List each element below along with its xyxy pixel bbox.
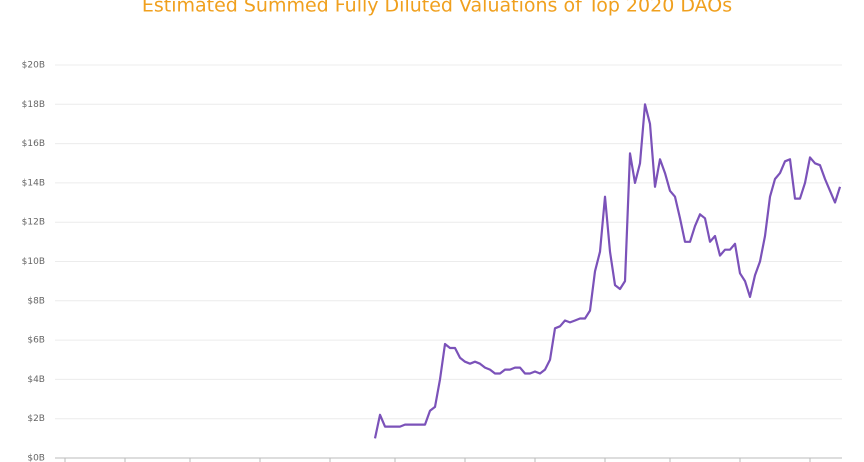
y-tick-label: $10B bbox=[22, 257, 45, 267]
y-tick-label: $0B bbox=[27, 454, 45, 462]
x-axis-ticks bbox=[64, 458, 811, 462]
y-tick-label: $6B bbox=[27, 336, 45, 346]
y-tick-label: $12B bbox=[22, 218, 45, 228]
y-tick-label: $14B bbox=[22, 178, 45, 188]
y-tick-label: $16B bbox=[22, 139, 45, 149]
chart-title: Estimated Summed Fully Diluted Valuation… bbox=[142, 0, 732, 17]
y-tick-label: $2B bbox=[27, 414, 45, 424]
y-tick-label: $4B bbox=[27, 375, 45, 385]
y-tick-label: $20B bbox=[22, 61, 45, 71]
y-tick-label: $18B bbox=[22, 100, 45, 110]
data-line bbox=[373, 103, 842, 439]
y-tick-label: $8B bbox=[27, 296, 45, 306]
